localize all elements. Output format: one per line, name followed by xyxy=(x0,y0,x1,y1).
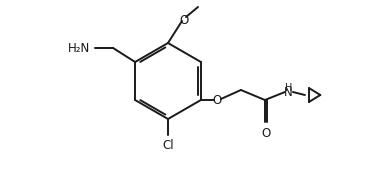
Text: N: N xyxy=(283,87,292,100)
Text: O: O xyxy=(261,127,271,140)
Text: O: O xyxy=(212,94,222,107)
Text: H: H xyxy=(285,83,293,93)
Text: H₂N: H₂N xyxy=(68,42,90,55)
Text: Cl: Cl xyxy=(162,139,174,152)
Text: O: O xyxy=(179,14,189,27)
